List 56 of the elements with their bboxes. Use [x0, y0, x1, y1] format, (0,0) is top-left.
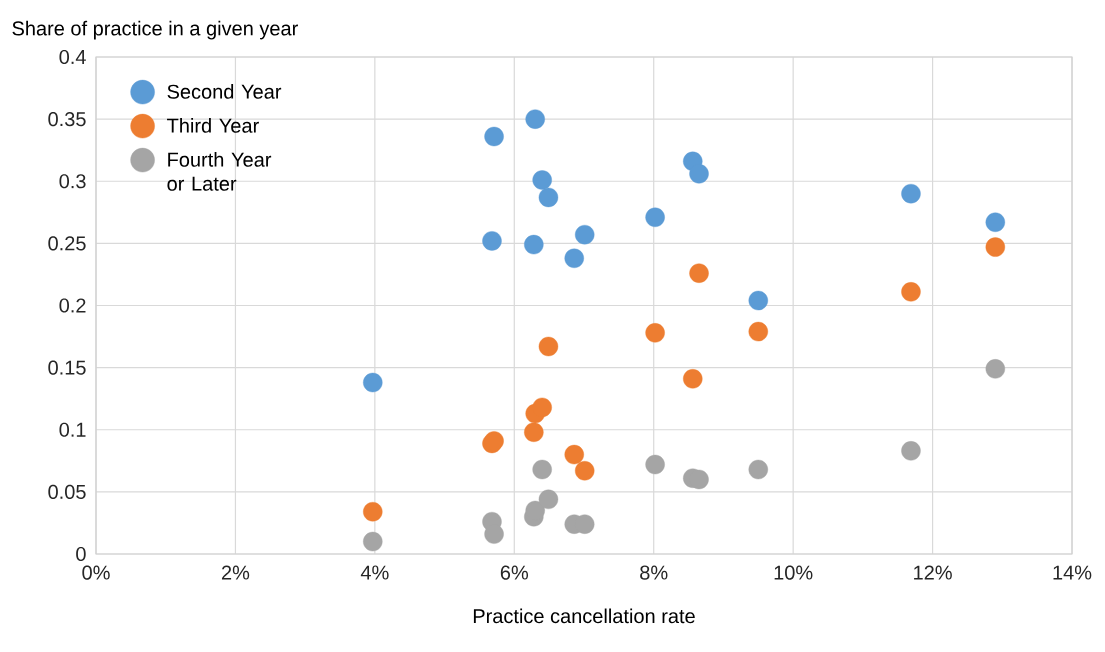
point: [689, 164, 709, 184]
point: [532, 397, 552, 418]
point: [645, 323, 665, 343]
point: [482, 231, 502, 251]
point: [564, 444, 584, 465]
x-tick-label: 0%: [82, 565, 110, 580]
legend-label: Fourth Year or Later: [167, 152, 272, 191]
point: [985, 359, 1006, 379]
point: [532, 459, 552, 480]
y-tick-label: 0.2: [59, 298, 86, 313]
y-tick-label: 0.25: [48, 236, 86, 251]
point: [748, 290, 768, 311]
point: [363, 531, 383, 552]
y-tick-label: 0: [76, 546, 86, 562]
point: [683, 369, 703, 389]
y-tick-label: 0.35: [48, 112, 86, 127]
point: [484, 524, 504, 544]
point: [645, 454, 665, 475]
legend-label: Second Year: [167, 84, 282, 99]
x-tick-label: 2%: [221, 565, 250, 580]
point: [901, 183, 921, 204]
point: [901, 441, 921, 461]
y-axis-title: Share of practice in a given year: [12, 20, 298, 40]
x-tick-label: 4%: [360, 565, 389, 580]
point: [985, 237, 1006, 257]
y-tick-label: 0.15: [48, 360, 86, 375]
y-tick-label: 0.4: [59, 49, 86, 65]
point: [538, 489, 559, 510]
point: [689, 263, 709, 283]
y-tick-label: 0.1: [59, 422, 86, 437]
point: [645, 207, 665, 227]
point: [564, 248, 584, 268]
point: [575, 224, 595, 245]
point: [901, 282, 921, 302]
y-tick-label: 0.3: [59, 174, 86, 189]
y-tick-label: 0.05: [48, 484, 86, 499]
point: [575, 461, 595, 481]
point: [985, 212, 1006, 232]
point: [748, 459, 768, 480]
point: [363, 372, 383, 393]
point: [748, 321, 768, 342]
x-tick-label: 12%: [914, 565, 952, 580]
point: [525, 109, 545, 129]
point: [532, 170, 552, 190]
x-axis-title: Practice cancellation rate: [473, 608, 695, 624]
point: [363, 502, 383, 522]
legend-label: Third Year: [167, 118, 259, 133]
x-tick-label: 6%: [500, 565, 529, 580]
point: [524, 234, 544, 255]
x-tick-label: 10%: [774, 565, 813, 580]
point: [538, 187, 559, 208]
point: [484, 126, 504, 147]
x-tick-label: 14%: [1053, 565, 1092, 580]
point: [538, 336, 559, 357]
x-tick-label: 8%: [640, 565, 668, 580]
point: [524, 422, 544, 442]
